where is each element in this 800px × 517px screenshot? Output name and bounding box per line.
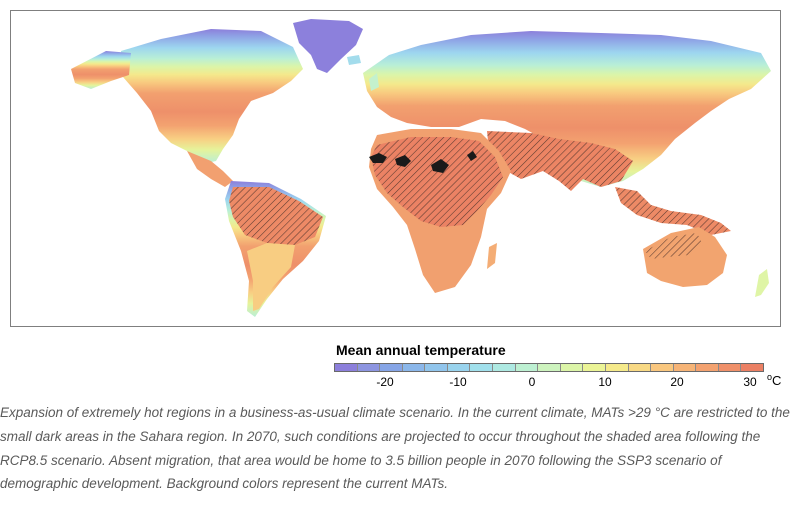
world-temperature-map (10, 10, 781, 327)
legend-tick-label: 20 (670, 375, 684, 389)
southeast-asia-hatched-zone (615, 187, 731, 235)
sahara-dark-area-3 (431, 159, 449, 173)
legend-color-segment (560, 364, 584, 371)
legend-tick-label: -20 (376, 375, 394, 389)
legend-color-segment (380, 364, 403, 371)
legend-color-segment (425, 364, 448, 371)
legend-color-segment (493, 364, 516, 371)
legend-color-segment (741, 364, 763, 371)
eurasia-shape (363, 31, 771, 187)
north-america-shape (121, 29, 303, 163)
legend-color-segment (402, 364, 426, 371)
legend-color-segment (651, 364, 674, 371)
legend-tick-label: 30 (743, 375, 757, 389)
legend-color-segment (447, 364, 471, 371)
sahara-dark-area-4 (467, 151, 477, 161)
legend-color-segment (583, 364, 606, 371)
legend-color-segment (515, 364, 539, 371)
legend-color-segment (470, 364, 494, 371)
map-svg (71, 19, 771, 317)
south-america-south (247, 243, 295, 311)
legend-tick-label: -10 (449, 375, 467, 389)
figure-caption: Expansion of extremely hot regions in a … (0, 405, 790, 492)
iceland-shape (347, 55, 361, 65)
legend-color-segment (673, 364, 697, 371)
greenland-shape (293, 19, 363, 73)
legend-color-segment (718, 364, 742, 371)
australia-hatched-zone (645, 233, 703, 259)
legend-color-segment (696, 364, 719, 371)
legend-tick-label: 10 (598, 375, 612, 389)
madagascar-shape (487, 243, 497, 269)
south-asia-hatched-zone (487, 131, 633, 191)
central-america-shape (187, 151, 233, 187)
legend-tick-label: 0 (528, 375, 536, 389)
legend-color-segment (605, 364, 629, 371)
legend-color-segment (335, 364, 358, 371)
legend-color-segment (538, 364, 561, 371)
legend-unit: oC (767, 372, 782, 388)
british-isles-shape (369, 73, 379, 91)
legend-color-segment (628, 364, 652, 371)
legend-color-segment (357, 364, 381, 371)
legend-color-scale (334, 363, 764, 372)
legend-title: Mean annual temperature (336, 342, 506, 358)
alaska-shape (71, 51, 131, 89)
new-zealand-shape (755, 269, 769, 297)
sahara-dark-area-1 (369, 153, 387, 163)
sahara-dark-area-2 (395, 155, 411, 167)
south-america-hatched-zone (229, 187, 323, 245)
